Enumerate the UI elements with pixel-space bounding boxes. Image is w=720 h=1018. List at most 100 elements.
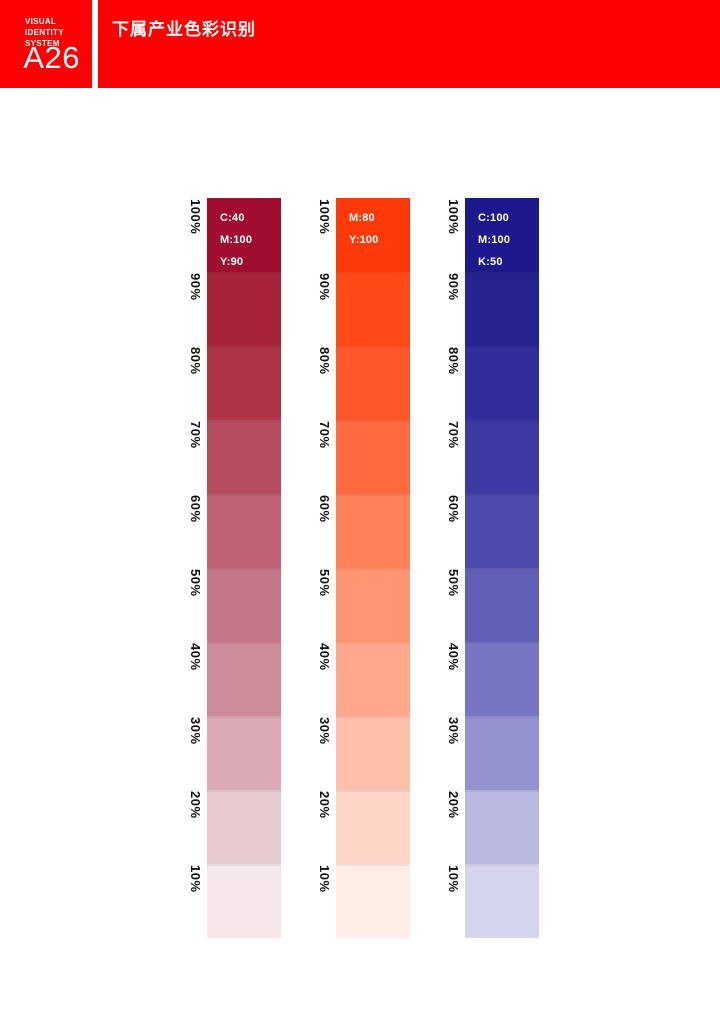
tint-percentage-label: 100% [188,199,203,235]
tint-label-cell: 40% [310,642,336,716]
tint-row: 30% [439,716,539,790]
tint-percentage-label: 60% [317,495,332,523]
tint-label-cell: 20% [181,790,207,864]
tint-label-cell: 30% [439,716,465,790]
tint-label-cell: 90% [310,272,336,346]
tint-row: 10% [439,864,539,938]
tint-swatch-orange-red-90% [336,272,410,346]
tint-row: 50% [439,568,539,642]
tint-swatch-crimson-20% [207,790,281,864]
tint-swatch-crimson-10% [207,864,281,938]
tint-row: 50% [310,568,410,642]
color-bar-column-crimson: 100% C:40 M:100 Y:90 90% 80% 70% 60% 50% 40% 30% 20… [181,198,281,938]
tint-label-cell: 40% [439,642,465,716]
tint-percentage-label: 40% [188,643,203,671]
tint-row: 90% [181,272,281,346]
cmyk-values: M:80 Y:100 [349,207,379,251]
tint-label-cell: 60% [439,494,465,568]
tint-row: 80% [439,346,539,420]
tint-label-cell: 90% [181,272,207,346]
tint-row: 100% C:100 M:100 K:50 [439,198,539,272]
tint-swatch-crimson-40% [207,642,281,716]
tint-swatch-navy-blue-20% [465,790,539,864]
header-divider [92,0,98,88]
tint-row: 20% [439,790,539,864]
tint-swatch-navy-blue-40% [465,642,539,716]
tint-label-cell: 10% [310,864,336,938]
color-bar-column-orange-red: 100% M:80 Y:100 90% 80% 70% 60% 50% 40% 30% 20% 10% [310,198,410,938]
cmyk-line: C:40 [220,212,245,224]
tint-row: 30% [310,716,410,790]
cmyk-line: K:50 [478,256,503,268]
cmyk-line: M:100 [478,234,511,246]
tint-row: 30% [181,716,281,790]
system-label-line1: VISUAL IDENTITY [25,17,64,38]
tint-label-cell: 100% [181,198,207,272]
color-bar-column-navy-blue: 100% C:100 M:100 K:50 90% 80% 70% 60% 50% 40% 30% 2… [439,198,539,938]
tint-swatch-orange-red-80% [336,346,410,420]
tint-swatch-crimson-60% [207,494,281,568]
tint-swatch-orange-red-100%: M:80 Y:100 [336,198,410,272]
tint-percentage-label: 20% [188,791,203,819]
tint-row: 60% [439,494,539,568]
tint-percentage-label: 100% [446,199,461,235]
tint-row: 60% [181,494,281,568]
tint-label-cell: 80% [439,346,465,420]
cmyk-values: C:100 M:100 K:50 [478,207,510,273]
tint-percentage-label: 80% [446,347,461,375]
tint-row: 80% [181,346,281,420]
tint-swatch-crimson-70% [207,420,281,494]
tint-row: 40% [181,642,281,716]
tint-swatch-navy-blue-90% [465,272,539,346]
tint-percentage-label: 90% [188,273,203,301]
tint-label-cell: 100% [310,198,336,272]
tint-swatch-crimson-30% [207,716,281,790]
tint-row: 10% [310,864,410,938]
tint-label-cell: 10% [181,864,207,938]
page-title: 下属产业色彩识别 [112,20,256,39]
tint-swatch-crimson-90% [207,272,281,346]
tint-percentage-label: 30% [446,717,461,745]
tint-swatch-orange-red-30% [336,716,410,790]
tint-percentage-label: 30% [317,717,332,745]
tint-row: 10% [181,864,281,938]
tint-label-cell: 50% [310,568,336,642]
tint-percentage-label: 40% [317,643,332,671]
tint-row: 70% [181,420,281,494]
tint-swatch-orange-red-50% [336,568,410,642]
tint-percentage-label: 40% [446,643,461,671]
tint-label-cell: 80% [181,346,207,420]
tint-swatch-navy-blue-80% [465,346,539,420]
tint-row: 70% [310,420,410,494]
cmyk-line: M:100 [220,234,253,246]
tint-percentage-label: 50% [446,569,461,597]
tint-label-cell: 10% [439,864,465,938]
tint-percentage-label: 10% [317,865,332,893]
tint-swatch-orange-red-10% [336,864,410,938]
tint-label-cell: 60% [310,494,336,568]
tint-swatch-crimson-100%: C:40 M:100 Y:90 [207,198,281,272]
tint-row: 100% C:40 M:100 Y:90 [181,198,281,272]
tint-swatch-crimson-80% [207,346,281,420]
cmyk-line: Y:100 [349,234,379,246]
tint-label-cell: 90% [439,272,465,346]
tint-row: 20% [181,790,281,864]
system-label-line2: SYSTEM [25,39,60,49]
tint-percentage-label: 80% [317,347,332,375]
tint-label-cell: 50% [439,568,465,642]
cmyk-values: C:40 M:100 Y:90 [220,207,252,273]
tint-row: 40% [310,642,410,716]
tint-label-cell: 20% [310,790,336,864]
page-code: A26 [23,40,80,75]
tint-percentage-label: 70% [317,421,332,449]
system-label: VISUAL IDENTITY SYSTEM [25,16,92,50]
tint-label-cell: 20% [439,790,465,864]
tint-row: 40% [439,642,539,716]
tint-row: 20% [310,790,410,864]
tint-row: 90% [439,272,539,346]
tint-swatch-navy-blue-30% [465,716,539,790]
tint-label-cell: 80% [310,346,336,420]
tint-label-cell: 100% [439,198,465,272]
tint-percentage-label: 50% [317,569,332,597]
tint-percentage-label: 10% [446,865,461,893]
